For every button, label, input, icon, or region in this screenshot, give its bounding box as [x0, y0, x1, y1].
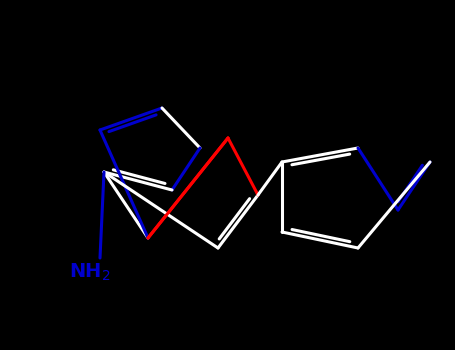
Text: NH$_2$: NH$_2$ — [69, 261, 111, 283]
